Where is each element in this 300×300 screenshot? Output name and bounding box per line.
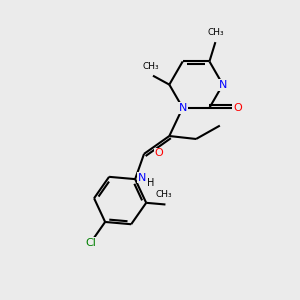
Text: O: O bbox=[155, 148, 164, 158]
Text: N: N bbox=[137, 172, 146, 183]
Text: O: O bbox=[233, 103, 242, 113]
Text: CH₃: CH₃ bbox=[207, 28, 224, 37]
Text: N: N bbox=[219, 80, 227, 90]
Text: CH₃: CH₃ bbox=[156, 190, 172, 199]
Text: CH₃: CH₃ bbox=[142, 62, 159, 71]
Text: Cl: Cl bbox=[85, 238, 96, 248]
Text: H: H bbox=[147, 178, 154, 188]
Text: N: N bbox=[178, 103, 187, 113]
